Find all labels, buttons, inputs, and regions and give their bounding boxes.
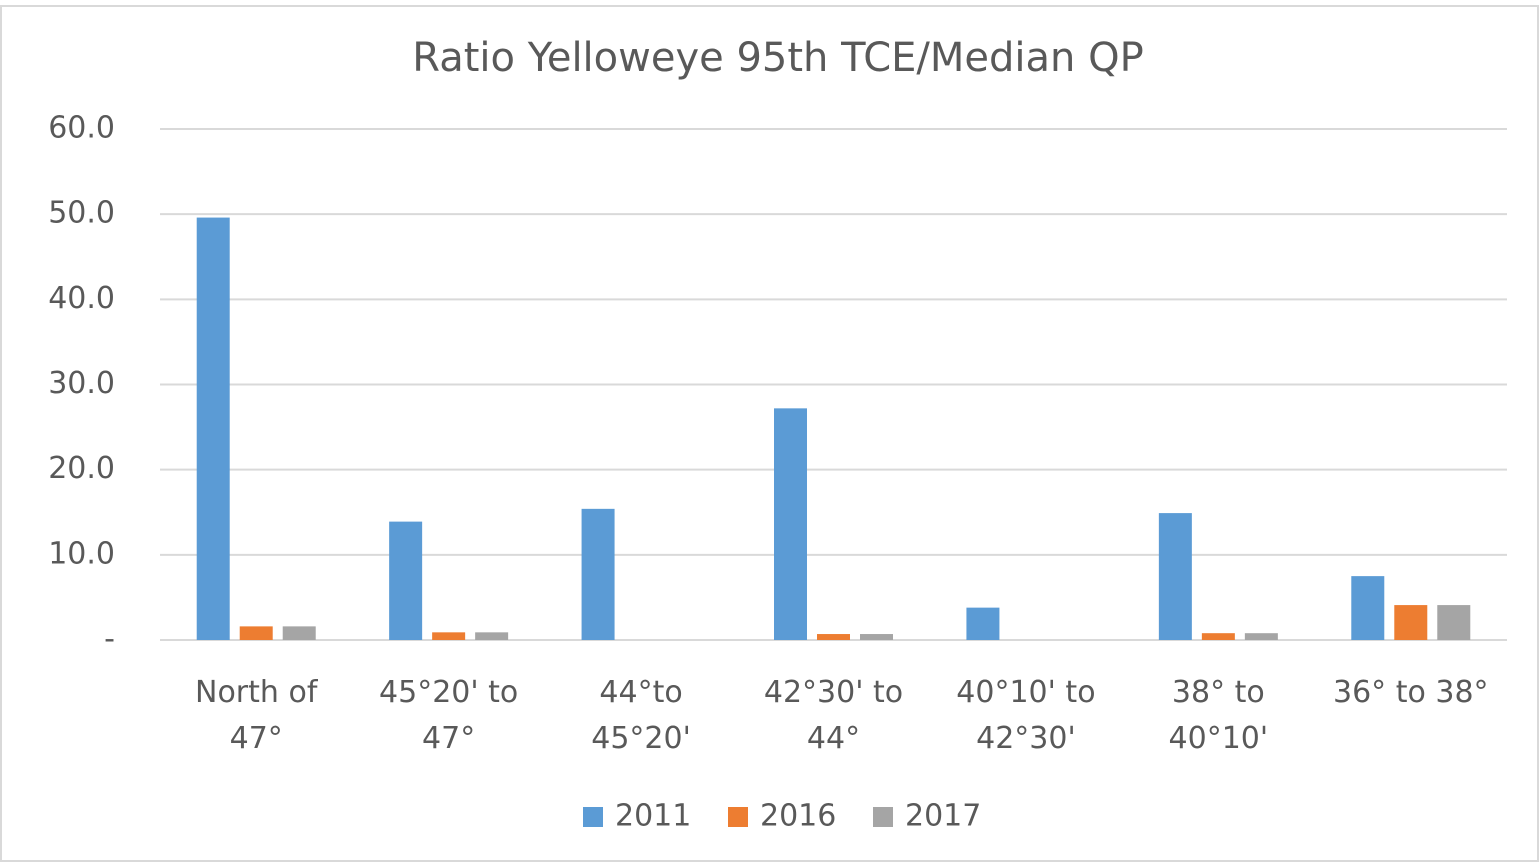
bar <box>1437 605 1471 640</box>
y-tick-label: - <box>104 622 115 657</box>
bar <box>860 634 893 640</box>
bar <box>1158 513 1192 640</box>
x-tick-label: North of 47° <box>195 675 318 756</box>
legend-label: 2017 <box>905 799 981 834</box>
legend-swatch <box>873 807 893 827</box>
bar <box>389 521 423 640</box>
bar <box>817 634 850 640</box>
bar <box>432 632 466 640</box>
bar <box>475 632 509 640</box>
bar <box>1201 633 1235 640</box>
y-tick-label: 40.0 <box>48 281 115 316</box>
chart-border <box>0 5 1539 862</box>
x-tick-label: 44°to 45°20' <box>591 675 691 756</box>
y-tick-label: 60.0 <box>48 111 115 146</box>
legend-swatch <box>583 807 603 827</box>
x-tick-label: 42°30' to 44° <box>763 675 904 756</box>
y-tick-label: 10.0 <box>48 536 115 571</box>
bar <box>239 626 273 640</box>
legend-label: 2011 <box>615 799 691 834</box>
chart-title: Ratio Yelloweye 95th TCE/Median QP <box>412 35 1143 81</box>
x-tick-label: 36° to 38° <box>1333 675 1489 710</box>
legend-swatch <box>728 807 748 827</box>
bar <box>282 626 316 640</box>
bar <box>1351 576 1385 640</box>
bar <box>966 607 1000 640</box>
y-tick-label: 20.0 <box>48 451 115 486</box>
legend-label: 2016 <box>760 799 836 834</box>
bar <box>1394 605 1428 640</box>
y-tick-label: 30.0 <box>48 366 115 401</box>
y-tick-label: 50.0 <box>48 196 115 231</box>
bar <box>196 217 230 640</box>
bar <box>1244 633 1278 640</box>
x-tick-label: 45°20' to 47° <box>379 675 519 756</box>
bar <box>774 408 807 640</box>
x-tick-label: 38° to 40°10' <box>1168 675 1269 756</box>
bar <box>581 508 615 640</box>
x-tick-label: 40°10' to 42°30' <box>956 675 1096 756</box>
